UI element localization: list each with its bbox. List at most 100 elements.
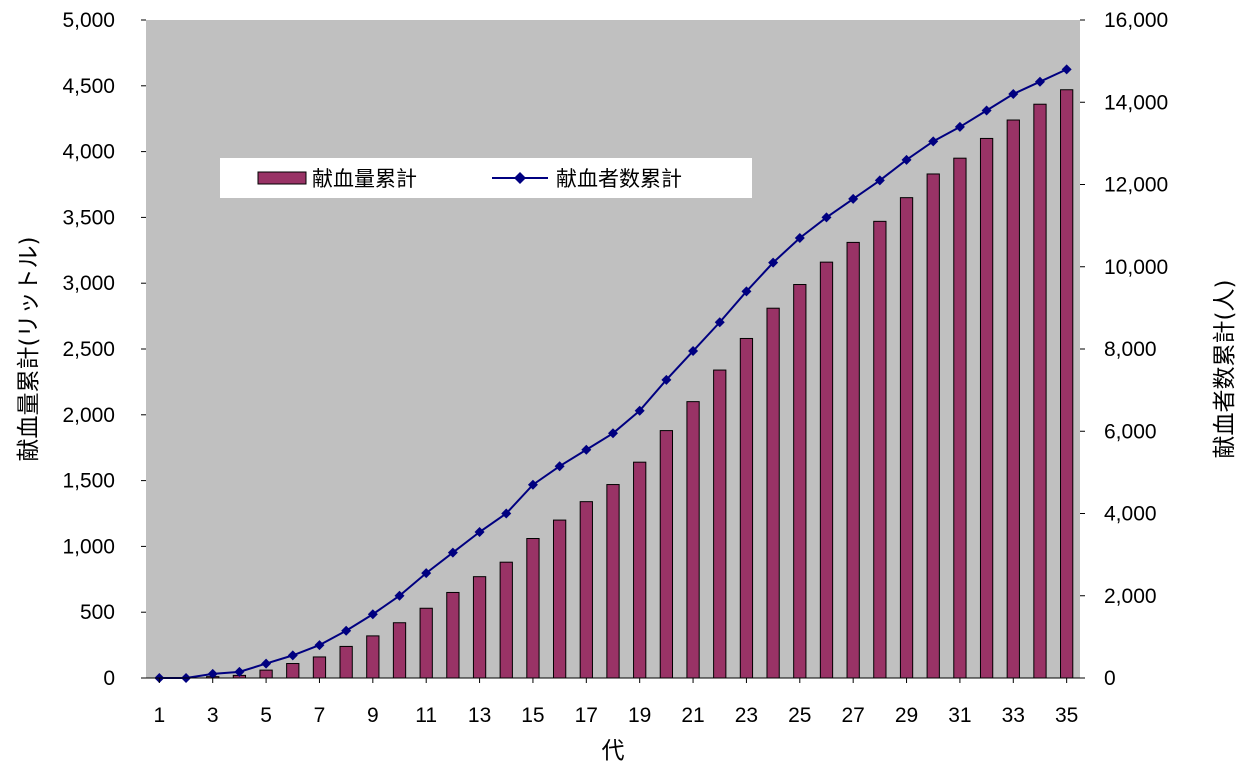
- line-point: [501, 508, 512, 519]
- x-tick-label: 3: [207, 704, 219, 727]
- x-tick-label: 23: [735, 704, 758, 727]
- legend-bar-swatch: [257, 171, 307, 185]
- legend-box: [220, 158, 752, 198]
- line-point: [768, 257, 779, 268]
- x-tick-label: 35: [1055, 704, 1078, 727]
- left-tick-label: 3,500: [62, 206, 115, 229]
- legend: 献血量累計 献血者数累計: [220, 158, 752, 198]
- line-point: [714, 317, 725, 328]
- x-tick-label: 31: [948, 704, 971, 727]
- left-axis-title: 献血量累計(リットル): [16, 237, 42, 462]
- line-point: [581, 444, 592, 455]
- x-tick-label: 33: [1002, 704, 1025, 727]
- right-tick-label: 4,000: [1104, 503, 1157, 526]
- x-tick-label: 17: [575, 704, 598, 727]
- bar: [446, 591, 460, 679]
- line-point: [421, 568, 432, 579]
- line-point: [1061, 64, 1072, 75]
- bar: [366, 635, 380, 679]
- legend-line-label: 献血者数累計: [556, 167, 682, 191]
- bar: [499, 561, 513, 679]
- right-axis-ticks: 0 2,000 4,000 6,000 8,000 10,000 12,000 14,000 1…: [1080, 9, 1168, 690]
- bar: [606, 484, 620, 679]
- line-point: [234, 666, 245, 677]
- bar: [312, 656, 327, 679]
- right-axis-title: 献血者数累計(人): [1212, 280, 1238, 459]
- line-point: [341, 625, 352, 636]
- line-point: [901, 154, 912, 165]
- x-tick-label: 13: [468, 704, 491, 727]
- x-tick-label: 21: [681, 704, 704, 727]
- x-axis-ticks: 1 3 5 7 9 11 13 15 17 19 21 23 25 27 29 31 33 35: [153, 678, 1078, 727]
- line-point: [794, 232, 805, 243]
- left-tick-label: 4,500: [62, 75, 115, 98]
- x-tick-label: 11: [415, 704, 437, 727]
- x-tick-label: 27: [841, 704, 864, 727]
- line-point: [261, 658, 272, 669]
- x-tick-label: 9: [367, 704, 379, 727]
- right-tick-label: 8,000: [1104, 338, 1157, 361]
- right-tick-label: 12,000: [1104, 174, 1168, 197]
- bar: [259, 669, 273, 679]
- line-point: [928, 136, 939, 147]
- bar: [793, 284, 807, 679]
- left-tick-label: 1,000: [62, 535, 115, 558]
- bar: [579, 501, 593, 679]
- x-tick-label: 5: [260, 704, 272, 727]
- bar: [1033, 103, 1047, 679]
- x-tick-label: 19: [628, 704, 651, 727]
- left-tick-label: 0: [103, 667, 115, 690]
- line-point: [287, 650, 298, 661]
- line-point: [1008, 89, 1019, 100]
- bar: [926, 173, 940, 679]
- line-point: [314, 640, 325, 651]
- bar: [472, 576, 487, 679]
- right-tick-label: 14,000: [1104, 91, 1168, 114]
- left-tick-label: 2,500: [62, 338, 115, 361]
- left-tick-label: 3,000: [62, 272, 115, 295]
- line-point: [608, 428, 618, 439]
- right-tick-label: 0: [1104, 667, 1116, 690]
- bar: [659, 430, 674, 679]
- right-tick-label: 2,000: [1104, 585, 1157, 608]
- line-point: [741, 286, 752, 297]
- bars-group: [206, 89, 1074, 679]
- line-point: [848, 193, 859, 204]
- left-tick-label: 2,000: [62, 404, 115, 427]
- left-tick-label: 4,000: [62, 141, 115, 164]
- line-point: [821, 212, 832, 223]
- line-group: [154, 64, 1072, 683]
- x-tick-label: 15: [521, 704, 544, 727]
- line-point: [474, 527, 485, 538]
- left-axis-ticks: 0 500 1,000 1,500 2,000 2,500 3,000 3,500 4,000 4…: [62, 9, 146, 690]
- bar: [713, 369, 727, 679]
- legend-line-marker: [514, 172, 526, 184]
- line-point: [527, 479, 538, 490]
- bar: [339, 645, 353, 679]
- bar: [392, 622, 407, 679]
- left-tick-label: 5,000: [62, 9, 115, 32]
- bar: [766, 307, 780, 679]
- line-point: [207, 668, 218, 679]
- x-tick-label: 7: [314, 704, 326, 727]
- bar: [526, 538, 540, 679]
- right-tick-label: 10,000: [1104, 256, 1168, 279]
- left-tick-label: 1,500: [62, 470, 115, 493]
- bar: [899, 197, 914, 679]
- bar: [633, 461, 647, 679]
- bar: [1006, 119, 1020, 679]
- bar: [1060, 89, 1074, 679]
- right-tick-label: 6,000: [1104, 420, 1157, 443]
- line-point: [954, 121, 965, 132]
- bar: [686, 401, 700, 679]
- line-point: [661, 374, 672, 385]
- left-tick-label: 500: [80, 601, 115, 624]
- bar: [953, 157, 967, 679]
- line-point: [447, 547, 458, 558]
- line-point: [634, 405, 645, 416]
- bar: [286, 663, 300, 679]
- line-point: [981, 105, 992, 116]
- line-point: [874, 175, 885, 186]
- line-point: [1034, 76, 1045, 87]
